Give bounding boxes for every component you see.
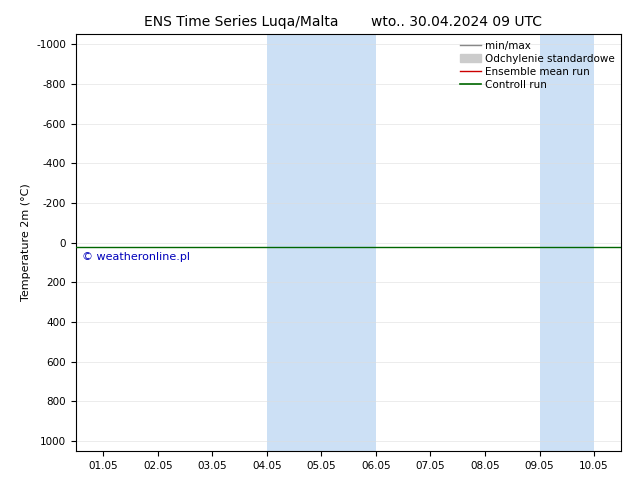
Y-axis label: Temperature 2m (°C): Temperature 2m (°C)	[21, 184, 31, 301]
Text: © weatheronline.pl: © weatheronline.pl	[82, 252, 190, 263]
Legend: min/max, Odchylenie standardowe, Ensemble mean run, Controll run: min/max, Odchylenie standardowe, Ensembl…	[456, 36, 619, 94]
Bar	[267, 34, 376, 451]
Text: ENS Time Series Luqa/Malta: ENS Time Series Luqa/Malta	[144, 15, 338, 29]
Bar	[540, 34, 594, 451]
Text: wto.. 30.04.2024 09 UTC: wto.. 30.04.2024 09 UTC	[371, 15, 542, 29]
